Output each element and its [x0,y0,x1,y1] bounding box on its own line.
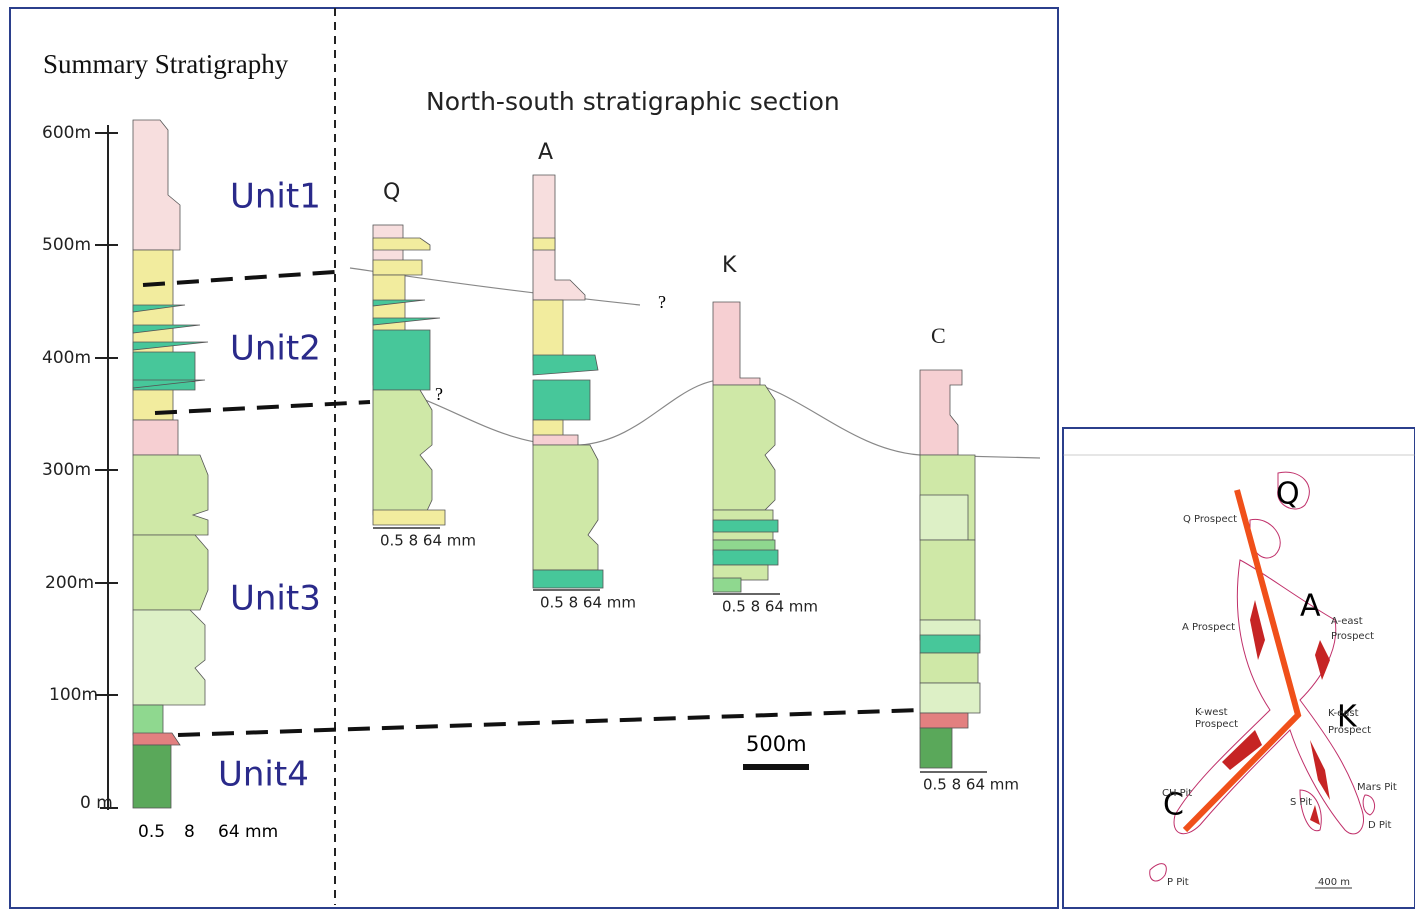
section-columns-part [713,385,775,510]
map-letter: Q [1276,477,1300,512]
map-label: D Pit [1368,820,1391,831]
uncertain-mark: ? [658,292,666,312]
section-columns [373,175,980,768]
section-columns-part [920,713,968,728]
grain-scales [373,528,987,772]
figure: Summary Stratigraphy 600m 500m 400m 300m… [0,0,1415,909]
map-part-part [1363,795,1374,815]
map-label: Prospect [1328,725,1371,736]
grain-label: 64 mm [218,822,278,842]
correlation-lines-part [155,402,370,413]
map-label: 400 m [1318,877,1350,888]
section-columns-part [920,653,978,683]
depth-label: 300m [42,460,91,480]
grain-label: 0.5 8 64 mm [540,594,636,612]
scale-bar [743,764,809,770]
summary-column-part [133,535,208,610]
map-label: Prospect [1195,719,1238,730]
section-columns-part [713,302,760,385]
section-columns-part [373,510,445,525]
map-part-part [1150,864,1167,881]
depth-axis [95,125,118,810]
section-columns-part [533,300,563,360]
summary-column-part [133,610,205,705]
summary-column-part [133,250,173,420]
section-columns-part [713,550,778,565]
section-columns-part [920,635,980,653]
map-label: Q Prospect [1183,514,1237,525]
map-letter: A [1300,589,1321,624]
section-columns-part [920,370,962,455]
column-label: A [538,140,553,165]
column-label: Q [383,180,400,205]
map-part-part [1310,805,1320,825]
section-columns-part [533,570,603,588]
summary-column-part [133,705,163,735]
depth-label: 600m [42,123,91,143]
grain-label: 0.5 8 64 mm [722,598,818,616]
unit-label: Unit3 [230,579,321,619]
map-label: S Pit [1290,797,1312,808]
summary-column-part [133,455,208,535]
section-columns-part [713,520,778,532]
depth-label: 0 m [80,793,113,813]
map-label: Mars Pit [1357,782,1397,793]
section-title: North-south stratigraphic section [426,87,840,116]
section-columns-part [533,175,585,300]
map-label: CH Pit [1162,788,1192,799]
summary-column-part [133,120,180,250]
grain-label: 0.5 8 64 mm [380,532,476,550]
depth-label: 500m [42,235,91,255]
summary-column-part [133,733,180,745]
column-label: C [931,323,946,348]
summary-title: Summary Stratigraphy [43,49,289,79]
uncertain-mark: ? [435,384,443,404]
depth-label: 100m [49,685,98,705]
map-part-part [1315,640,1330,680]
section-columns-part [920,540,975,620]
map-label: P Pit [1167,877,1189,888]
map-label: A Prospect [1182,622,1235,633]
map-label: Prospect [1331,631,1374,642]
section-columns-part [533,445,598,570]
section-columns-part [373,390,432,515]
summary-column-part [133,745,171,808]
map-part-part [1310,740,1330,800]
unit-label: Unit4 [218,755,309,795]
summary-column [133,120,208,808]
summary-column-part [133,420,178,455]
scale-bar-label: 500m [746,732,807,756]
section-columns-part [920,728,952,768]
map-label: K-west [1195,707,1228,718]
depth-label: 400m [42,348,91,368]
section-columns-part [533,238,555,250]
map [1063,455,1415,888]
grain-label: 0.5 [138,822,165,842]
unit-label: Unit1 [230,177,321,217]
section-columns-part [920,495,968,540]
map-label: A-east [1331,616,1363,627]
section-columns-part [533,435,578,445]
depth-label: 200m [45,573,94,593]
correlation-lines-part [178,710,920,735]
section-columns-part [533,355,598,420]
grain-label: 0.5 8 64 mm [923,776,1019,794]
map-part-part [1250,600,1265,660]
map-label: K-east [1328,708,1359,719]
column-label: K [722,253,737,278]
section-columns-part [920,683,980,713]
grain-label: 8 [184,822,195,842]
section-columns-part [713,578,741,592]
unit-label: Unit2 [230,329,321,369]
